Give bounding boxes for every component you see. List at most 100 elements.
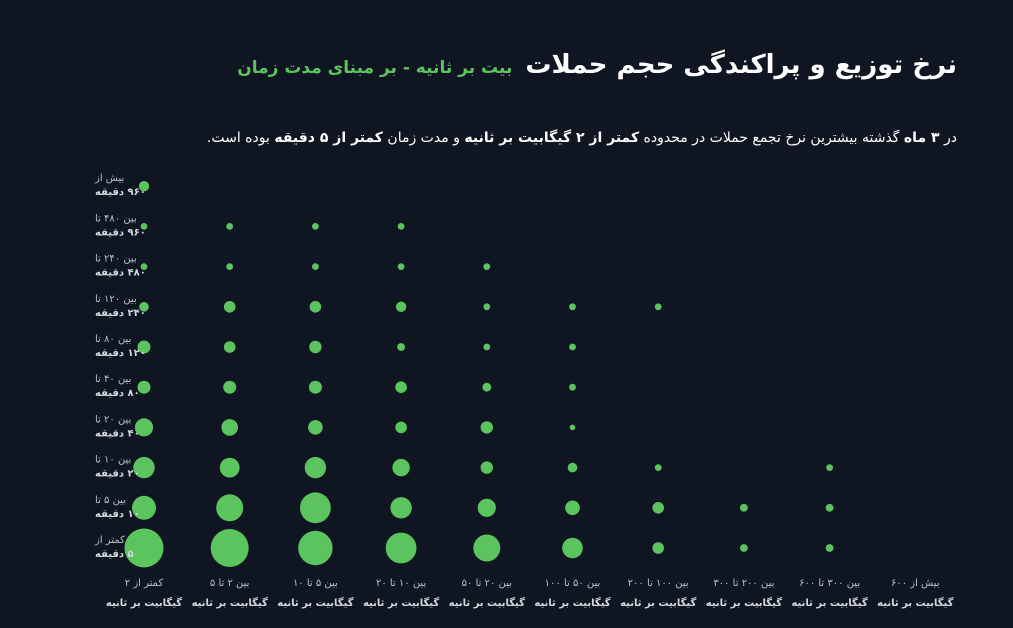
- bubble-point: [133, 456, 155, 479]
- y-tick-label: بین ۵ تا: [95, 495, 126, 506]
- bubble-point: [309, 340, 322, 354]
- bubble-point: [654, 464, 662, 471]
- bubble-point: [385, 532, 417, 564]
- chart-title: نرخ توزیع و پراکندگی حجم حملات: [525, 50, 957, 80]
- bubble-point: [124, 528, 164, 568]
- y-tick-label: ۱۰ دقیقه: [95, 509, 140, 520]
- y-tick-label: بین ۲۴۰ تا: [95, 254, 137, 265]
- bubble-point: [654, 303, 662, 311]
- bubble-point: [298, 530, 333, 566]
- bubble-point: [395, 421, 407, 434]
- subtitle-part: و مدت زمان: [387, 130, 460, 146]
- bubble-point: [473, 534, 501, 562]
- bubble-point: [216, 494, 244, 522]
- bubble-point: [567, 462, 578, 473]
- bubble-point: [223, 380, 237, 394]
- bubble-point: [740, 544, 748, 552]
- bubble-point: [139, 302, 149, 312]
- bubble-point: [565, 500, 580, 516]
- bubble-point: [390, 497, 412, 519]
- y-tick-label: ۲۰ دقیقه: [95, 469, 140, 480]
- x-tick-label: گیگابیت بر ثانیه: [706, 596, 782, 609]
- bubble-point: [395, 381, 407, 394]
- y-tick-label: ۸۰ دقیقه: [95, 388, 140, 399]
- bubble-point: [825, 503, 834, 512]
- bubble-point: [223, 341, 236, 353]
- bubble-point: [482, 382, 492, 392]
- bubble-point: [477, 498, 496, 517]
- y-tick-label: ۹۶۰ دقیقه: [95, 187, 146, 198]
- bubble-point: [300, 492, 331, 524]
- y-tick-label: کمتر از: [94, 535, 125, 546]
- bubble-point: [308, 420, 323, 435]
- bubble-point: [312, 263, 319, 270]
- y-tick-label: بین ۸۰ تا: [95, 334, 131, 345]
- x-tick-label: گیگابیت بر ثانیه: [877, 596, 953, 609]
- bubble-point: [308, 380, 322, 394]
- subtitle-bold-part: ۳ ماه: [903, 130, 940, 146]
- x-tick-label: گیگابیت بر ثانیه: [620, 596, 696, 609]
- bubble-point: [395, 301, 407, 312]
- bubble-point: [483, 303, 491, 311]
- bubble-point: [140, 223, 148, 230]
- bubble-point: [223, 301, 236, 313]
- bubble-point: [134, 418, 154, 437]
- x-tick-label: بین ۵ تا ۱۰: [293, 578, 338, 589]
- x-tick-label: بین ۳۰۰ تا ۶۰۰: [799, 578, 860, 589]
- bubble-point: [137, 340, 151, 354]
- bubble-point: [140, 263, 148, 270]
- bubble-point: [304, 456, 327, 479]
- bubble-point: [480, 461, 493, 474]
- x-tick-label: بین ۱۰۰ تا ۲۰۰: [628, 578, 689, 589]
- subtitle-bold-part: کمتر از ۲ گیگابیت بر ثانیه: [464, 130, 640, 146]
- x-tick-label: بین ۲۰۰ تا ۳۰۰: [713, 578, 774, 589]
- y-tick-label: ۴۸۰ دقیقه: [95, 268, 146, 279]
- bubble-point: [397, 263, 405, 270]
- bubble-point: [392, 458, 410, 477]
- x-tick-label: بین ۲ تا ۵: [210, 578, 250, 589]
- bubble-point: [226, 263, 234, 270]
- bubble-point: [132, 495, 156, 520]
- bubble-point: [226, 223, 234, 230]
- subtitle-part: گذشته بیشترین نرخ تجمع حملات در محدوده: [643, 130, 900, 146]
- subtitle-part: بوده است.: [206, 130, 270, 146]
- y-tick-label: بین ۴۸۰ تا: [95, 213, 137, 224]
- x-tick-label: بیش از ۶۰۰: [891, 578, 940, 589]
- bubble-point: [137, 380, 151, 394]
- bubble-point: [652, 542, 664, 554]
- bubble-point: [480, 421, 493, 434]
- y-tick-label: بین ۱۲۰ تا: [95, 294, 137, 305]
- x-tick-label: کمتر از ۲: [125, 578, 164, 589]
- bubble-point: [483, 263, 491, 270]
- bubble-point: [483, 343, 491, 351]
- y-tick-label: بین ۲۰ تا: [95, 414, 131, 425]
- x-tick-label: گیگابیت بر ثانیه: [534, 596, 610, 609]
- bubble-point: [210, 529, 249, 567]
- bubble-point: [562, 537, 583, 559]
- x-tick-label: گیگابیت بر ثانیه: [363, 596, 439, 609]
- y-tick-label: ۹۶۰ دقیقه: [95, 227, 146, 238]
- chart-title-row: نرخ توزیع و پراکندگی حجم حملات بیت بر ثا…: [237, 50, 957, 80]
- chart-title-highlight: بیت بر ثانیه - بر مبنای مدت زمان: [237, 58, 513, 78]
- bubble-point: [569, 343, 576, 351]
- chart-subtitle: در ۳ ماه گذشته بیشترین نرخ تجمع حملات در…: [207, 130, 957, 146]
- bubble-point: [219, 457, 240, 478]
- bubble-point: [569, 383, 576, 391]
- y-tick-label: ۲۴۰ دقیقه: [95, 308, 146, 319]
- y-tick-label: بیش از: [94, 173, 124, 184]
- x-tick-label: گیگابیت بر ثانیه: [449, 596, 525, 609]
- bubble-point: [569, 424, 576, 431]
- bubble-point: [740, 503, 748, 512]
- subtitle-bold-part: کمتر از ۵ دقیقه: [274, 130, 383, 146]
- bubble-point: [397, 223, 405, 230]
- x-tick-label: گیگابیت بر ثانیه: [277, 596, 353, 609]
- bubble-point: [312, 223, 319, 230]
- x-tick-label: گیگابیت بر ثانیه: [791, 596, 867, 609]
- x-tick-label: گیگابیت بر ثانیه: [106, 596, 182, 609]
- y-tick-label: ۴۰ دقیقه: [95, 428, 140, 439]
- y-tick-label: بین ۱۰ تا: [95, 455, 131, 466]
- x-tick-label: بین ۲۰ تا ۵۰: [462, 578, 512, 589]
- y-tick-label: ۱۲۰ دقیقه: [95, 348, 146, 359]
- bubble-point: [826, 464, 833, 471]
